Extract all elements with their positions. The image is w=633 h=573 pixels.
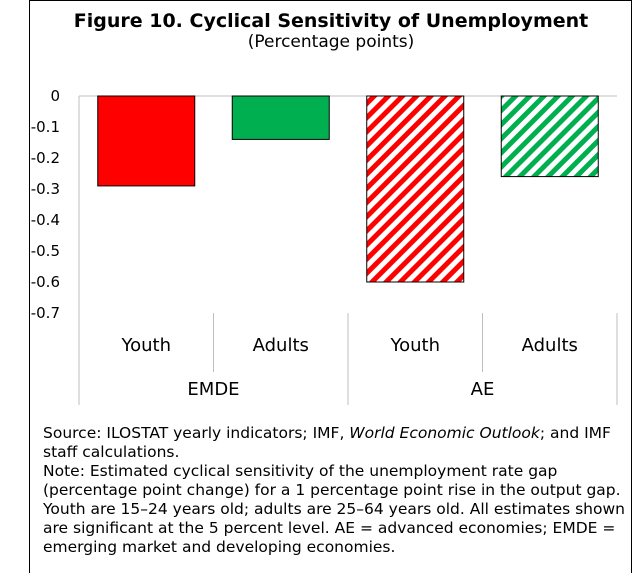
y-tick-label: -0.2 [31,149,60,167]
y-tick-label: -0.4 [31,211,60,229]
category-label: Youth [390,335,441,356]
source-prefix: Source: ILOSTAT yearly indicators; IMF, [43,424,350,442]
category-label: Youth [121,335,172,356]
bar-chart: 0 -0.1 -0.2 -0.3 -0.4 -0.5 -0.6 -0.7 Youth Adults… [31,87,618,405]
title-block: Figure 10. Cyclical Sensitivity of Unemp… [30,10,632,52]
y-tick-label: 0 [50,87,60,105]
chart-title: Figure 10. Cyclical Sensitivity of Unemp… [73,10,589,32]
y-tick-label: -0.6 [31,273,60,291]
category-label: Adults [522,335,578,356]
source-italic: World Economic Outlook [349,424,540,442]
figure-frame [29,0,632,573]
y-tick-label: -0.3 [31,180,60,198]
y-tick-label: -0.1 [31,118,60,136]
bar-2 [231,95,330,140]
y-tick-label: -0.7 [31,304,60,322]
group-label: AE [471,379,495,400]
bar-4 [500,95,599,178]
source-note: Source: ILOSTAT yearly indicators; IMF, … [43,424,628,462]
chart-subtitle: (Percentage points) [247,32,415,52]
y-tick-label: -0.5 [31,242,60,260]
source-suffix: ; and IMF staff calculations. [43,424,611,461]
bar-1 [97,95,196,187]
note-text: Note: Estimated cyclical sensitivity of … [43,462,625,556]
bar-3 [366,95,465,283]
category-label: Adults [253,335,309,356]
group-label: EMDE [187,379,239,400]
notes: Source: ILOSTAT yearly indicators; IMF, … [43,424,628,557]
